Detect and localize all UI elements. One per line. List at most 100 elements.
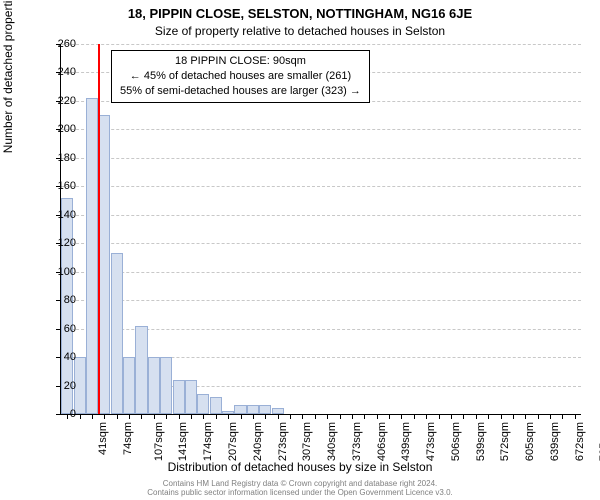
xtick-label: 572sqm: [500, 422, 512, 461]
xtick-mark: [538, 414, 539, 419]
bar: [210, 397, 222, 414]
xtick-mark: [290, 414, 291, 419]
chart-title-sub: Size of property relative to detached ho…: [0, 24, 600, 38]
ytick-label: 160: [46, 180, 76, 192]
xtick-mark: [154, 414, 155, 419]
xtick-mark: [253, 414, 254, 419]
xtick-label: 141sqm: [178, 422, 190, 461]
xtick-mark: [352, 414, 353, 419]
ytick-label: 200: [46, 123, 76, 135]
ytick-label: 220: [46, 95, 76, 107]
bar: [123, 357, 135, 414]
gridline: [61, 243, 581, 244]
xtick-mark: [191, 414, 192, 419]
xtick-mark: [463, 414, 464, 419]
plot-area: 18 PIPPIN CLOSE: 90sqm ← 45% of detached…: [60, 44, 581, 415]
ytick-label: 120: [46, 237, 76, 249]
xtick-mark: [216, 414, 217, 419]
bar: [86, 98, 98, 414]
xtick-mark: [451, 414, 452, 419]
xtick-mark: [525, 414, 526, 419]
xtick-label: 273sqm: [277, 422, 289, 461]
gridline: [61, 158, 581, 159]
xtick-label: 439sqm: [400, 422, 412, 461]
annotation-line3: 55% of semi-detached houses are larger (…: [120, 84, 361, 99]
annotation-line1: 18 PIPPIN CLOSE: 90sqm: [120, 54, 361, 69]
bar: [234, 405, 246, 414]
x-axis-label: Distribution of detached houses by size …: [0, 460, 600, 474]
y-axis-label: Number of detached properties: [1, 0, 15, 153]
xtick-mark: [562, 414, 563, 419]
chart-title-main: 18, PIPPIN CLOSE, SELSTON, NOTTINGHAM, N…: [0, 6, 600, 21]
footer-line1: Contains HM Land Registry data © Crown c…: [0, 479, 600, 489]
xtick-mark: [302, 414, 303, 419]
xtick-mark: [401, 414, 402, 419]
xtick-label: 240sqm: [252, 422, 264, 461]
gridline: [61, 186, 581, 187]
xtick-label: 340sqm: [326, 422, 338, 461]
ytick-label: 140: [46, 209, 76, 221]
footer-attribution: Contains HM Land Registry data © Crown c…: [0, 479, 600, 498]
xtick-mark: [476, 414, 477, 419]
xtick-mark: [80, 414, 81, 419]
xtick-mark: [129, 414, 130, 419]
ytick-label: 180: [46, 152, 76, 164]
xtick-label: 473sqm: [425, 422, 437, 461]
xtick-mark: [117, 414, 118, 419]
xtick-mark: [92, 414, 93, 419]
ytick-label: 20: [46, 380, 76, 392]
bar: [111, 253, 123, 414]
gridline: [61, 272, 581, 273]
xtick-mark: [179, 414, 180, 419]
gridline: [61, 44, 581, 45]
xtick-label: 307sqm: [301, 422, 313, 461]
ytick-label: 60: [46, 323, 76, 335]
ytick-label: 40: [46, 351, 76, 363]
xtick-mark: [426, 414, 427, 419]
xtick-mark: [265, 414, 266, 419]
gridline: [61, 300, 581, 301]
bar: [197, 394, 209, 414]
xtick-mark: [389, 414, 390, 419]
xtick-mark: [340, 414, 341, 419]
xtick-mark: [488, 414, 489, 419]
bar: [148, 357, 160, 414]
xtick-mark: [327, 414, 328, 419]
gridline: [61, 215, 581, 216]
annotation-box: 18 PIPPIN CLOSE: 90sqm ← 45% of detached…: [111, 50, 370, 103]
xtick-mark: [377, 414, 378, 419]
xtick-label: 207sqm: [227, 422, 239, 461]
bar: [135, 326, 147, 414]
xtick-mark: [501, 414, 502, 419]
xtick-mark: [550, 414, 551, 419]
xtick-mark: [364, 414, 365, 419]
xtick-mark: [414, 414, 415, 419]
annotation-line2: ← 45% of detached houses are smaller (26…: [120, 69, 361, 84]
xtick-mark: [141, 414, 142, 419]
xtick-label: 539sqm: [475, 422, 487, 461]
ytick-label: 0: [46, 408, 76, 420]
xtick-label: 41sqm: [97, 422, 109, 455]
xtick-mark: [104, 414, 105, 419]
gridline: [61, 129, 581, 130]
xtick-label: 406sqm: [376, 422, 388, 461]
xtick-label: 74sqm: [122, 422, 134, 455]
footer-line2: Contains public sector information licen…: [0, 488, 600, 498]
xtick-mark: [278, 414, 279, 419]
property-size-chart: 18, PIPPIN CLOSE, SELSTON, NOTTINGHAM, N…: [0, 0, 600, 500]
xtick-mark: [439, 414, 440, 419]
xtick-mark: [315, 414, 316, 419]
ytick-label: 260: [46, 38, 76, 50]
xtick-mark: [241, 414, 242, 419]
bar: [259, 405, 271, 414]
bar: [185, 380, 197, 414]
bar: [173, 380, 185, 414]
bar: [247, 405, 259, 414]
xtick-label: 605sqm: [524, 422, 536, 461]
ytick-label: 100: [46, 266, 76, 278]
xtick-label: 373sqm: [351, 422, 363, 461]
xtick-label: 506sqm: [450, 422, 462, 461]
xtick-mark: [228, 414, 229, 419]
bar: [160, 357, 172, 414]
xtick-label: 174sqm: [202, 422, 214, 461]
